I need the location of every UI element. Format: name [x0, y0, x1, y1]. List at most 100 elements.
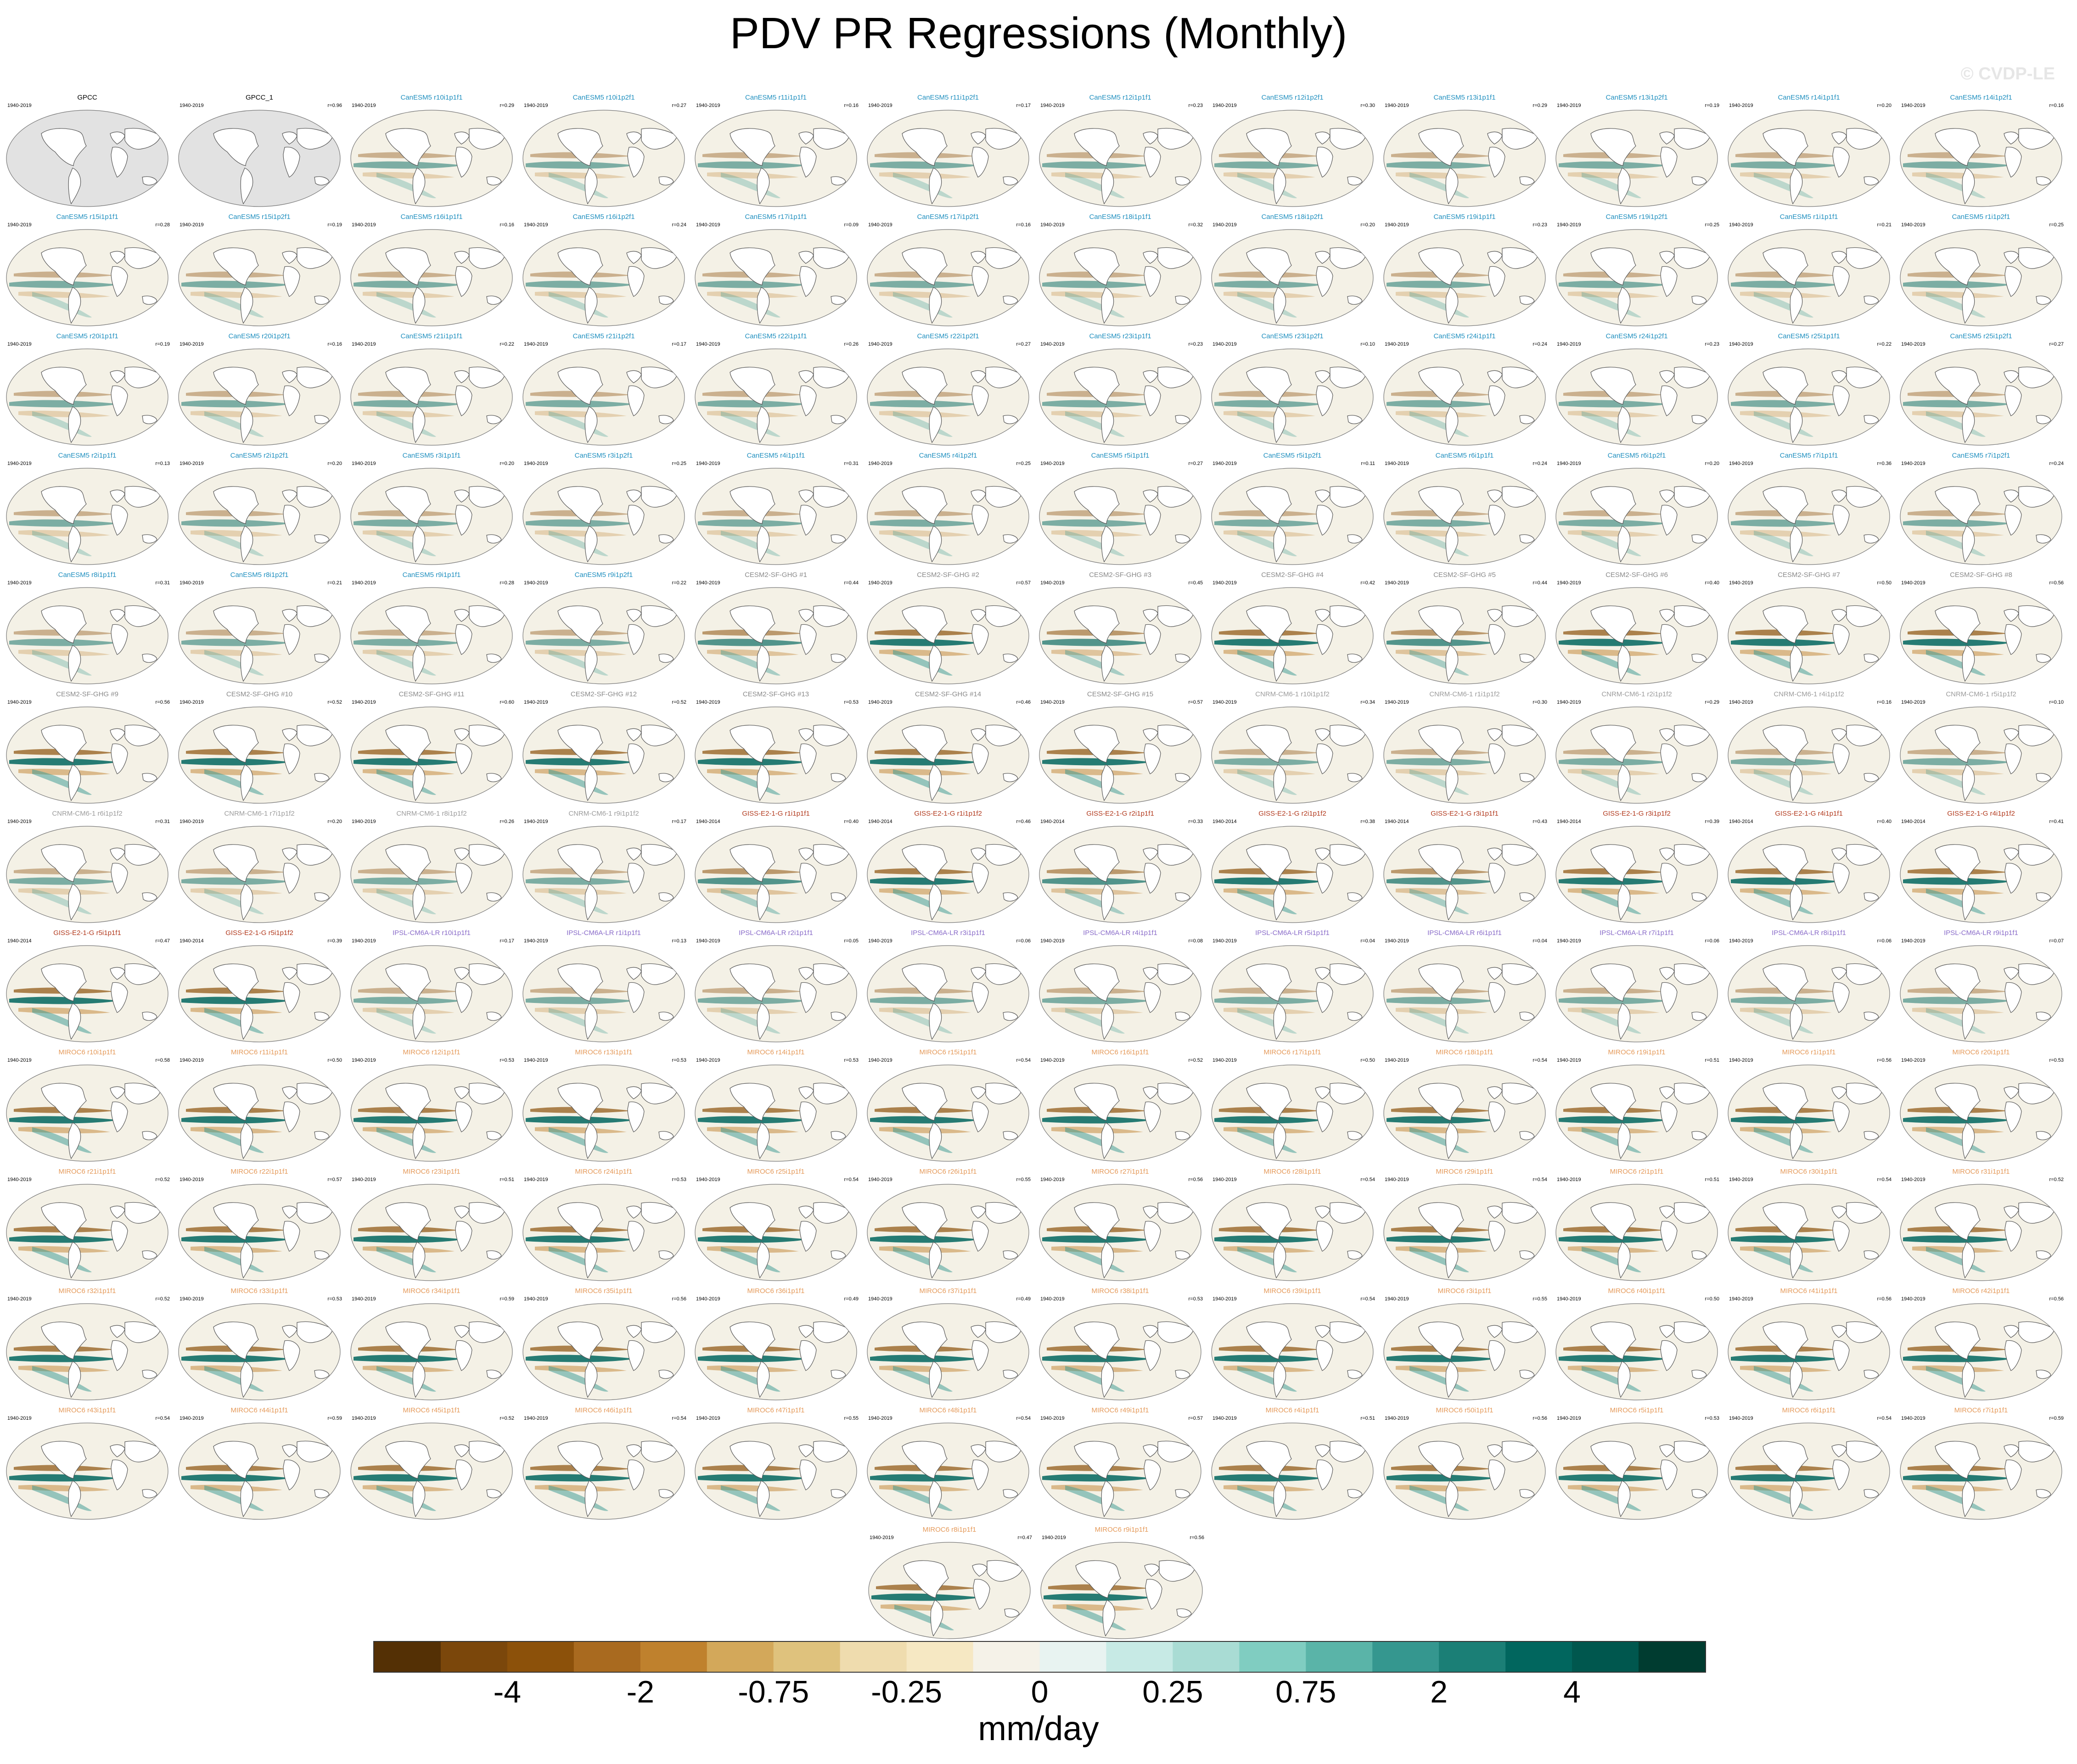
- continent-outline: [757, 1122, 770, 1159]
- pacific-wet-anomaly: [1559, 280, 1669, 288]
- map-outline: [1555, 587, 1718, 684]
- continent-outline: [1617, 1122, 1631, 1159]
- map-outline: [522, 229, 685, 326]
- panel-title: CESM2-SF-GHG #1: [745, 571, 807, 579]
- continent-outline: [1660, 862, 1678, 894]
- continent-outline: [1143, 370, 1158, 383]
- pacific-wet-anomaly: [354, 161, 464, 169]
- continent-outline: [213, 605, 259, 644]
- panel-years: 1940-2019: [7, 1058, 32, 1063]
- continent-outline: [1074, 247, 1120, 286]
- map-outline: [178, 587, 341, 684]
- map-panel: MIROC6 r39i1p1f1 1940-2019 r=0.54: [1206, 1285, 1379, 1405]
- pacific-wet-anomaly: [1387, 280, 1497, 288]
- regression-map: [6, 1303, 168, 1400]
- continent-outline: [1864, 892, 1879, 902]
- panel-title: MIROC6 r19i1p1f1: [1608, 1048, 1666, 1056]
- pacific-wet-anomaly: [1214, 1474, 1325, 1482]
- continent-outline: [929, 1242, 942, 1279]
- continent-outline: [1074, 963, 1120, 1002]
- continent-outline: [1330, 963, 1366, 985]
- continent-outline: [1074, 486, 1120, 524]
- regression-map: [1900, 1303, 2062, 1400]
- map-panel: GISS-E2-1-G r5i1p1f2 1940-2014 r=0.39: [173, 927, 346, 1047]
- map-outline: [1383, 468, 1546, 565]
- regression-map: [6, 826, 168, 923]
- map-panel: MIROC6 r20i1p1f1 1940-2019 r=0.53: [1895, 1047, 2067, 1166]
- colorbar-swatch: [573, 1642, 641, 1672]
- continent-outline: [1315, 1325, 1330, 1338]
- colorbar-tick-label: -0.25: [871, 1674, 943, 1709]
- panel-years: 1940-2019: [1385, 1296, 1409, 1302]
- map-panel: MIROC6 r8i1p1f1 1940-2019 r=0.47: [863, 1524, 1036, 1643]
- pacific-wet-anomaly: [698, 877, 808, 885]
- continent-outline: [799, 862, 817, 894]
- map-panel: IPSL-CM6A-LR r5i1p1f1 1940-2019 r=0.04: [1206, 927, 1379, 1047]
- panel-title: MIROC6 r22i1p1f1: [230, 1168, 288, 1176]
- pacific-wet-anomaly: [9, 1355, 119, 1362]
- continent-outline: [2018, 1321, 2055, 1343]
- panel-years: 1940-2014: [1729, 819, 1753, 824]
- continent-outline: [1674, 366, 1711, 388]
- continent-outline: [1246, 725, 1292, 763]
- regression-map: [1211, 945, 1374, 1042]
- panel-years: 1940-2019: [180, 342, 204, 347]
- map-panel: CanESM5 r12i1p1f1 1940-2019 r=0.23: [1034, 92, 1207, 211]
- pacific-wet-anomaly: [870, 519, 980, 527]
- pacific-wet-anomaly: [698, 161, 808, 169]
- continent-outline: [1864, 1012, 1879, 1021]
- continent-outline: [1101, 1122, 1114, 1159]
- continent-outline: [283, 624, 300, 655]
- pacific-wet-anomaly: [698, 1355, 808, 1362]
- continent-outline: [1157, 366, 1194, 388]
- panel-title: GISS-E2-1-G r4i1p1f1: [1775, 810, 1843, 818]
- panel-years: 1940-2019: [1557, 580, 1581, 586]
- regression-map: [178, 1303, 341, 1400]
- panel-years: 1940-2019: [1385, 103, 1409, 108]
- continent-outline: [1846, 128, 1883, 150]
- regression-map: [867, 587, 1029, 684]
- continent-outline: [730, 247, 775, 286]
- continent-outline: [1246, 367, 1292, 405]
- continent-outline: [213, 1083, 259, 1121]
- panel-pattern-correlation: r=0.22: [672, 580, 687, 586]
- continent-outline: [385, 1202, 431, 1240]
- map-panel: CESM2-SF-GHG #10 1940-2019 r=0.52: [173, 689, 346, 808]
- continent-outline: [412, 884, 426, 921]
- panel-pattern-correlation: r=0.06: [1705, 938, 1720, 944]
- panel-pattern-correlation: r=0.28: [155, 222, 170, 228]
- continent-outline: [1831, 131, 1847, 145]
- south-dry-band: [363, 530, 455, 537]
- panel-years: 1940-2019: [180, 1416, 204, 1421]
- map-outline: [868, 1542, 1031, 1639]
- south-dry-band: [1740, 530, 1832, 537]
- continent-outline: [971, 1459, 989, 1490]
- regression-map: [1555, 1303, 1718, 1400]
- continent-outline: [283, 146, 300, 178]
- regression-map: [1383, 587, 1546, 684]
- panel-title: CanESM5 r13i1p2f1: [1605, 94, 1668, 101]
- panel-title: GISS-E2-1-G r1i1p1f2: [914, 810, 982, 818]
- panel-pattern-correlation: r=0.17: [1016, 103, 1031, 108]
- continent-outline: [1487, 847, 1503, 861]
- continent-outline: [1935, 844, 1981, 882]
- panel-title: MIROC6 r26i1p1f1: [919, 1168, 977, 1176]
- pacific-wet-anomaly: [1214, 1235, 1325, 1243]
- south-dry-band: [1051, 649, 1143, 656]
- pacific-wet-anomaly: [526, 400, 636, 408]
- continent-outline: [1175, 1012, 1190, 1021]
- pacific-wet-anomaly: [354, 400, 464, 408]
- continent-outline: [283, 385, 300, 416]
- regression-map: [6, 1184, 168, 1281]
- panel-title: CNRM-CM6-1 r1i1p1f2: [1429, 690, 1500, 698]
- continent-outline: [142, 1489, 157, 1498]
- continent-outline: [1144, 982, 1161, 1013]
- south-dry-band: [535, 530, 627, 537]
- panel-years: 1940-2019: [1385, 342, 1409, 347]
- panel-title: MIROC6 r42i1p1f1: [1952, 1287, 2010, 1295]
- continent-outline: [1831, 489, 1847, 503]
- continent-outline: [1864, 1489, 1879, 1498]
- continent-outline: [658, 892, 674, 902]
- panel-years: 1940-2019: [1385, 938, 1409, 944]
- continent-outline: [1315, 728, 1330, 741]
